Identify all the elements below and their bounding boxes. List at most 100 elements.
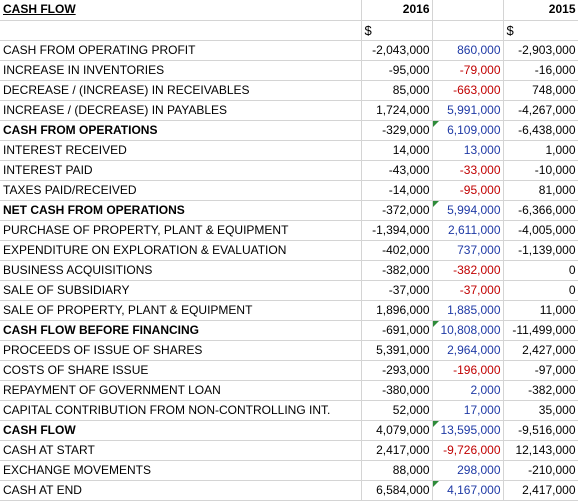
cell-value-difference[interactable]: 10,808,000	[432, 320, 504, 341]
cell-label[interactable]: TAXES PAID/RECEIVED	[0, 180, 362, 201]
cell-label[interactable]: DECREASE / (INCREASE) IN RECEIVABLES	[0, 80, 362, 101]
cell-value-difference[interactable]: 6,109,000	[432, 120, 504, 141]
cell-value-difference[interactable]: 5,994,000	[432, 200, 504, 221]
cell-label[interactable]: SALE OF SUBSIDIARY	[0, 280, 362, 301]
cell-value-difference[interactable]: -79,000	[432, 60, 504, 81]
cell-label[interactable]: INCREASE / (DECREASE) IN PAYABLES	[0, 100, 362, 121]
cell-value-2015[interactable]: -210,000	[503, 460, 578, 481]
cell-value-2016[interactable]: -95,000	[361, 60, 433, 81]
cell-label[interactable]: SALE OF PROPERTY, PLANT & EQUIPMENT	[0, 300, 362, 321]
cell-value-2015[interactable]: -16,000	[503, 60, 578, 81]
cell-value-difference[interactable]: 13,000	[432, 140, 504, 161]
cell-value-difference[interactable]: -33,000	[432, 160, 504, 181]
cell-value-2016[interactable]: -372,000	[361, 200, 433, 221]
cell-value-difference[interactable]: 860,000	[432, 40, 504, 61]
cell-label[interactable]: CASH AT START	[0, 440, 362, 461]
cell-currency-label[interactable]	[0, 20, 362, 41]
cell-label[interactable]: REPAYMENT OF GOVERNMENT LOAN	[0, 380, 362, 401]
cell-value-2016[interactable]: -329,000	[361, 120, 433, 141]
cell-value-2016[interactable]: 4,079,000	[361, 420, 433, 441]
cell-value-2015[interactable]: -4,267,000	[503, 100, 578, 121]
cell-currency-2015[interactable]: $	[503, 20, 578, 41]
cell-value-2016[interactable]: 88,000	[361, 460, 433, 481]
cell-value-2015[interactable]: 748,000	[503, 80, 578, 101]
cell-value-2015[interactable]: 0	[503, 260, 578, 281]
cell-label[interactable]: EXCHANGE MOVEMENTS	[0, 460, 362, 481]
cell-value-2015[interactable]: 0	[503, 280, 578, 301]
cell-value-difference[interactable]: 737,000	[432, 240, 504, 261]
cell-value-difference[interactable]: -663,000	[432, 80, 504, 101]
cell-value-2015[interactable]: 81,000	[503, 180, 578, 201]
cell-value-2016[interactable]: -43,000	[361, 160, 433, 181]
cell-value-2015[interactable]: -382,000	[503, 380, 578, 401]
cell-value-2016[interactable]: 14,000	[361, 140, 433, 161]
cell-year-2015[interactable]: 2015	[503, 0, 578, 21]
cell-currency-2016[interactable]: $	[361, 20, 433, 41]
cell-value-2016[interactable]: 52,000	[361, 400, 433, 421]
cell-value-2015[interactable]: 2,417,000	[503, 480, 578, 501]
cell-value-2015[interactable]: -9,516,000	[503, 420, 578, 441]
cell-value-2015[interactable]: -2,903,000	[503, 40, 578, 61]
cell-value-difference[interactable]: -37,000	[432, 280, 504, 301]
cell-label[interactable]: INTEREST PAID	[0, 160, 362, 181]
cell-label[interactable]: COSTS OF SHARE ISSUE	[0, 360, 362, 381]
cell-label[interactable]: PURCHASE OF PROPERTY, PLANT & EQUIPMENT	[0, 220, 362, 241]
cell-currency-mid[interactable]	[432, 20, 504, 41]
cell-label[interactable]: CASH AT END	[0, 480, 362, 501]
cell-value-2015[interactable]: 12,143,000	[503, 440, 578, 461]
cell-value-2016[interactable]: 5,391,000	[361, 340, 433, 361]
cell-value-2016[interactable]: 2,417,000	[361, 440, 433, 461]
cell-value-difference[interactable]: 2,000	[432, 380, 504, 401]
cell-value-2016[interactable]: -2,043,000	[361, 40, 433, 61]
cell-value-2015[interactable]: 35,000	[503, 400, 578, 421]
cell-value-2016[interactable]: 85,000	[361, 80, 433, 101]
cell-value-2016[interactable]: -691,000	[361, 320, 433, 341]
cell-value-difference[interactable]: 4,167,000	[432, 480, 504, 501]
cell-label[interactable]: NET CASH FROM OPERATIONS	[0, 200, 362, 221]
cell-value-2015[interactable]: -1,139,000	[503, 240, 578, 261]
cell-title[interactable]: CASH FLOW	[0, 0, 362, 21]
cell-label[interactable]: BUSINESS ACQUISITIONS	[0, 260, 362, 281]
cell-value-difference[interactable]: -196,000	[432, 360, 504, 381]
cell-label[interactable]: CASH FLOW BEFORE FINANCING	[0, 320, 362, 341]
cell-value-difference[interactable]: 2,964,000	[432, 340, 504, 361]
cell-value-2016[interactable]: -14,000	[361, 180, 433, 201]
cell-label[interactable]: CASH FROM OPERATIONS	[0, 120, 362, 141]
cell-value-difference[interactable]: 298,000	[432, 460, 504, 481]
cell-value-difference[interactable]: -9,726,000	[432, 440, 504, 461]
cell-value-2015[interactable]: 11,000	[503, 300, 578, 321]
cell-value-2016[interactable]: -402,000	[361, 240, 433, 261]
cell-value-2016[interactable]: -293,000	[361, 360, 433, 381]
cell-year-2016[interactable]: 2016	[361, 0, 433, 21]
cell-value-2015[interactable]: -97,000	[503, 360, 578, 381]
cell-value-2016[interactable]: 6,584,000	[361, 480, 433, 501]
cell-label[interactable]: CASH FLOW	[0, 420, 362, 441]
cell-label[interactable]: CAPITAL CONTRIBUTION FROM NON-CONTROLLIN…	[0, 400, 362, 421]
cell-header-mid[interactable]	[432, 0, 504, 21]
cell-label[interactable]: CASH FROM OPERATING PROFIT	[0, 40, 362, 61]
cell-value-2015[interactable]: -4,005,000	[503, 220, 578, 241]
cell-label[interactable]: INTEREST RECEIVED	[0, 140, 362, 161]
cell-value-difference[interactable]: 1,885,000	[432, 300, 504, 321]
cell-value-2016[interactable]: -380,000	[361, 380, 433, 401]
cell-value-2015[interactable]: 2,427,000	[503, 340, 578, 361]
cell-value-2015[interactable]: -6,438,000	[503, 120, 578, 141]
cell-value-2015[interactable]: -6,366,000	[503, 200, 578, 221]
cell-value-difference[interactable]: 17,000	[432, 400, 504, 421]
cell-value-2015[interactable]: -11,499,000	[503, 320, 578, 341]
cell-value-2015[interactable]: -10,000	[503, 160, 578, 181]
cell-value-difference[interactable]: -95,000	[432, 180, 504, 201]
cell-value-2016[interactable]: 1,896,000	[361, 300, 433, 321]
cell-value-difference[interactable]: -382,000	[432, 260, 504, 281]
cell-value-2015[interactable]: 1,000	[503, 140, 578, 161]
cell-value-2016[interactable]: 1,724,000	[361, 100, 433, 121]
cell-value-difference[interactable]: 2,611,000	[432, 220, 504, 241]
cell-value-2016[interactable]: -37,000	[361, 280, 433, 301]
cell-value-difference[interactable]: 13,595,000	[432, 420, 504, 441]
cell-value-difference[interactable]: 5,991,000	[432, 100, 504, 121]
cell-value-2016[interactable]: -382,000	[361, 260, 433, 281]
cell-label[interactable]: PROCEEDS OF ISSUE OF SHARES	[0, 340, 362, 361]
cell-label[interactable]: EXPENDITURE ON EXPLORATION & EVALUATION	[0, 240, 362, 261]
cell-value-2016[interactable]: -1,394,000	[361, 220, 433, 241]
cell-label[interactable]: INCREASE IN INVENTORIES	[0, 60, 362, 81]
